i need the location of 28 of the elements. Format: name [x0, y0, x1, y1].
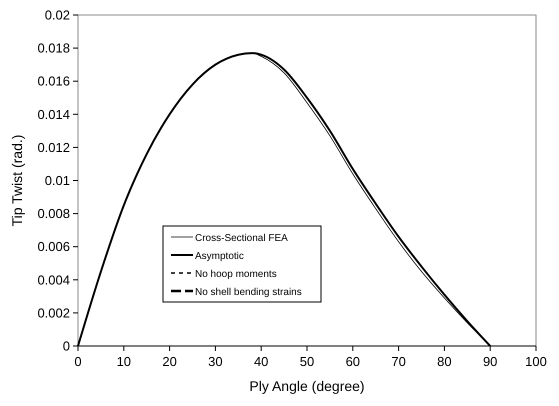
legend-label: Cross-Sectional FEA — [195, 233, 288, 244]
y-tick-label: 0.012 — [37, 140, 70, 155]
y-tick-label: 0.018 — [37, 40, 70, 56]
y-tick-label: 0.016 — [37, 74, 70, 89]
x-tick-label: 50 — [300, 354, 314, 369]
y-tick-label: 0.006 — [37, 239, 70, 254]
x-tick-label: 100 — [525, 354, 547, 369]
x-tick-label: 90 — [482, 354, 498, 369]
y-tick-label: 0.014 — [37, 106, 70, 122]
x-tick-label: 40 — [254, 354, 268, 369]
legend-label: No shell bending strains — [195, 287, 302, 298]
y-tick-label: 0 — [62, 338, 70, 354]
y-tick-label: 0.02 — [44, 8, 70, 22]
x-tick-label: 10 — [116, 354, 132, 369]
legend-label: Asymptotic — [195, 251, 244, 262]
x-tick-label: 70 — [391, 354, 406, 369]
x-axis-title: Ply Angle (degree) — [249, 378, 365, 394]
x-tick-label: 20 — [162, 354, 177, 369]
x-tick-label: 80 — [437, 354, 452, 369]
y-tick-label: 0.008 — [37, 206, 70, 222]
x-tick-label: 30 — [208, 354, 223, 369]
legend-label: No hoop moments — [195, 269, 277, 280]
y-tick-label: 0.002 — [37, 305, 70, 320]
y-tick-label: 0.01 — [44, 173, 70, 188]
y-axis-title: Tip Twist (rad.) — [9, 134, 25, 226]
x-tick-label: 60 — [346, 354, 360, 369]
x-tick-label: 0 — [74, 354, 82, 369]
y-tick-label: 0.004 — [37, 272, 70, 288]
